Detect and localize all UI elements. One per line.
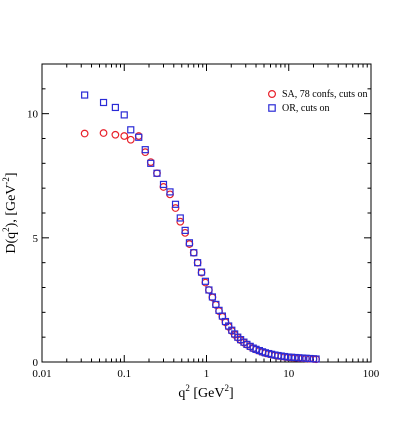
data-point-square <box>181 226 189 234</box>
y-tick-label: 10 <box>27 109 39 121</box>
legend-marker-or <box>268 104 276 112</box>
data-point-circle <box>205 286 213 294</box>
data-point-square <box>190 249 198 257</box>
data-point-circle <box>176 217 185 226</box>
y-axis-title-unit-close: ] <box>4 172 19 177</box>
data-point-square <box>197 268 206 276</box>
legend-box <box>261 85 359 117</box>
y-axis: 0 5 10 <box>27 88 371 369</box>
data-point-circle <box>80 129 89 138</box>
data-point-circle <box>193 258 202 267</box>
x-axis-title-unit-sup: 2 <box>224 383 229 393</box>
series-0 <box>80 129 320 364</box>
data-point-circle <box>120 132 129 140</box>
legend-marker-sa <box>268 89 277 98</box>
data-points <box>80 91 320 364</box>
y-tick-label: 5 <box>33 233 39 245</box>
series-1 <box>81 91 320 363</box>
data-point-square <box>208 293 217 301</box>
x-tick-label: 1 <box>204 368 210 380</box>
x-tick-label: 10 <box>283 368 295 380</box>
data-point-square <box>135 133 143 141</box>
data-point-square <box>298 354 306 362</box>
data-point-square <box>194 259 202 267</box>
x-tick-label: 0.01 <box>32 368 51 380</box>
y-axis-title-unit-sup: -2 <box>1 177 11 185</box>
data-point-circle <box>171 204 180 212</box>
data-point-square <box>81 91 89 99</box>
data-point-square <box>185 239 194 247</box>
data-point-square <box>295 354 303 362</box>
data-point-square <box>147 159 155 167</box>
y-axis-title: D(q2), [GeV-2] <box>1 172 19 253</box>
data-point-square <box>166 188 174 196</box>
data-point-square <box>99 98 108 107</box>
data-point-square <box>111 103 119 112</box>
data-point-square <box>159 180 168 189</box>
x-axis-title-unit: [GeV <box>190 386 225 401</box>
data-point-circle <box>99 129 108 137</box>
plot-area: 0.01 0.1 1 10 100 0 5 10 <box>27 63 380 380</box>
data-point-circle <box>126 135 135 144</box>
data-point-circle <box>153 169 161 178</box>
data-point-square <box>291 353 299 362</box>
x-axis-title-sup: 2 <box>185 383 190 393</box>
data-point-square <box>176 214 184 222</box>
data-point-square <box>302 354 310 362</box>
x-axis-title-base: q <box>178 386 185 401</box>
legend-label-or: OR, cuts on <box>282 103 330 114</box>
data-point-square <box>205 286 213 294</box>
x-tick-label: 0.1 <box>117 368 131 380</box>
data-point-square <box>120 111 128 119</box>
y-axis-title-sup: 2 <box>1 227 11 232</box>
data-point-square <box>312 355 320 363</box>
legend: SA, 78 confs, cuts on OR, cuts on <box>261 85 368 117</box>
x-axis-title-unit-close: ] <box>229 386 234 401</box>
data-point-square <box>171 200 180 208</box>
data-point-square <box>127 126 135 134</box>
y-axis-title-unit: ), [GeV <box>4 185 19 228</box>
data-point-circle <box>189 248 198 257</box>
x-tick-label: 100 <box>363 368 380 380</box>
y-axis-title-base: D(q <box>4 232 19 254</box>
data-point-circle <box>111 130 120 139</box>
data-point-square <box>141 146 149 154</box>
data-point-square <box>201 277 210 285</box>
data-point-square <box>153 169 161 177</box>
y-tick-label: 0 <box>33 357 39 369</box>
legend-label-sa: SA, 78 confs, cuts on <box>282 89 368 100</box>
x-axis-title: q2 [GeV2] <box>178 383 233 401</box>
